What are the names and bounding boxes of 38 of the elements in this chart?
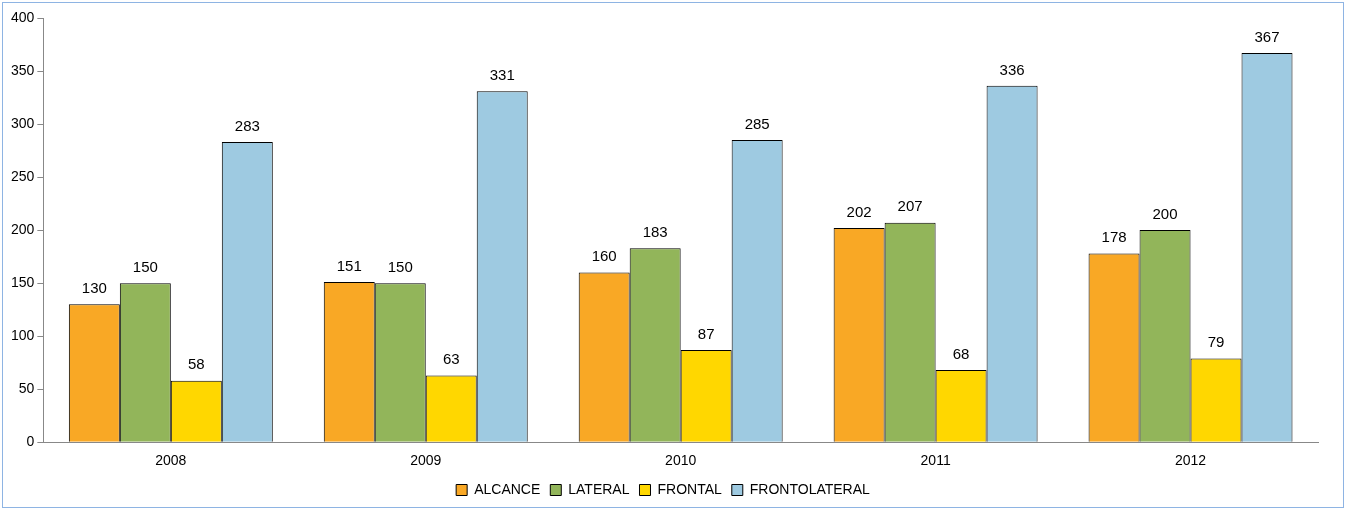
data-label: 130	[81, 278, 107, 296]
data-label: 79	[1207, 333, 1225, 351]
y-tick-label: 300	[11, 114, 35, 131]
y-tick-label: 250	[11, 167, 35, 184]
data-label: 63	[442, 350, 460, 368]
data-label: 207	[897, 197, 923, 215]
x-tick-label: 2008	[155, 452, 187, 469]
y-tick-label: 0	[26, 433, 35, 450]
data-label: 200	[1152, 204, 1178, 222]
data-label: 183	[642, 222, 668, 240]
data-label: 367	[1254, 27, 1280, 45]
data-label: 58	[187, 355, 205, 373]
data-label: 283	[234, 116, 260, 134]
legend-label: FRONTOLATERAL	[749, 480, 871, 497]
data-label: 150	[387, 257, 413, 275]
data-label: 285	[744, 114, 770, 132]
data-label: 336	[999, 60, 1025, 78]
y-tick-label: 50	[18, 380, 35, 397]
legend-label: ALCANCE	[474, 480, 541, 497]
x-tick-label: 2011	[920, 452, 951, 469]
x-tick-label: 2010	[665, 452, 697, 469]
data-label: 151	[336, 256, 362, 274]
data-label: 150	[132, 257, 158, 275]
data-label: 68	[952, 344, 970, 362]
legend-label: LATERAL	[568, 480, 630, 497]
y-tick-label: 100	[11, 327, 35, 344]
data-label: 87	[697, 324, 715, 342]
x-tick-label: 2009	[410, 452, 442, 469]
y-tick-label: 400	[11, 8, 35, 25]
legend-label: FRONTAL	[657, 480, 722, 497]
x-tick-label: 2012	[1174, 452, 1207, 469]
y-tick-label: 350	[11, 61, 35, 78]
data-label: 178	[1101, 228, 1127, 246]
y-tick-label: 200	[11, 220, 35, 237]
data-label: 160	[591, 247, 617, 265]
data-label: 331	[489, 65, 515, 83]
data-label: 202	[846, 202, 872, 220]
y-tick-label: 150	[11, 273, 35, 290]
